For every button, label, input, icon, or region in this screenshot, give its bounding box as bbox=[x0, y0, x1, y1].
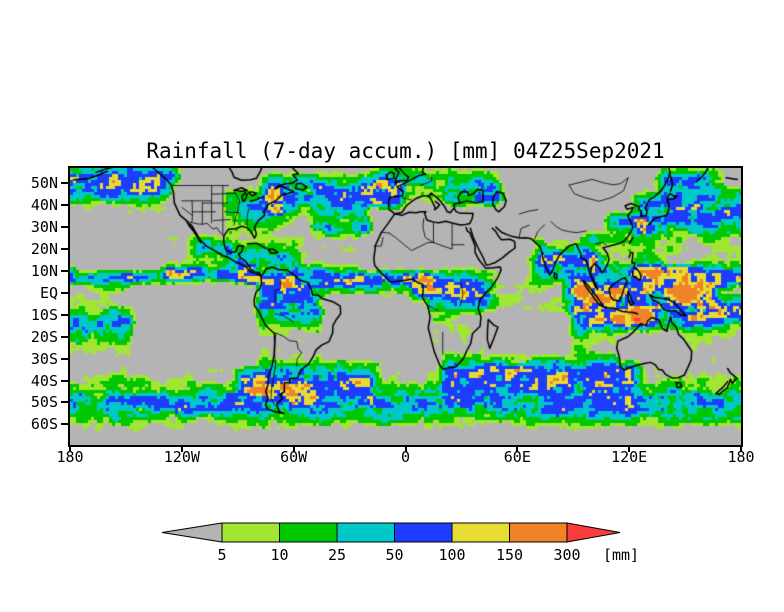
colorbar-tick-label: 5 bbox=[217, 546, 227, 564]
colorbar-tick-label: 10 bbox=[270, 546, 289, 564]
colorbar-segment bbox=[279, 522, 338, 543]
colorbar-segment bbox=[451, 522, 510, 543]
y-tick-label: 60S bbox=[30, 415, 58, 434]
x-axis-tick bbox=[292, 445, 295, 452]
y-axis-tick bbox=[61, 313, 68, 316]
x-axis-tick bbox=[628, 445, 631, 452]
y-tick-label: 40N bbox=[30, 196, 58, 215]
y-axis-tick bbox=[61, 423, 68, 426]
colorbar-below-arrow bbox=[161, 522, 223, 543]
colorbar-segment bbox=[336, 522, 395, 543]
x-tick-label: 60W bbox=[280, 448, 308, 466]
rainfall-map-canvas bbox=[70, 168, 741, 445]
y-tick-label: 50N bbox=[30, 174, 58, 193]
colorbar-tick-label: 300 bbox=[553, 546, 581, 564]
x-tick-label: 120E bbox=[611, 448, 648, 466]
x-axis-tick bbox=[180, 445, 183, 452]
x-axis-tick bbox=[516, 445, 519, 452]
y-axis-tick bbox=[61, 182, 68, 185]
colorbar-segment bbox=[394, 522, 453, 543]
colorbar-tick-label: 150 bbox=[495, 546, 524, 564]
y-tick-label: 20N bbox=[30, 240, 58, 259]
y-axis-tick bbox=[61, 269, 68, 272]
y-axis-tick bbox=[61, 379, 68, 382]
y-tick-label: 20S bbox=[30, 327, 58, 346]
colorbar-tick-label: 50 bbox=[385, 546, 404, 564]
y-axis-tick bbox=[61, 248, 68, 251]
x-tick-label: 180 bbox=[727, 448, 755, 466]
y-tick-label: 10S bbox=[30, 305, 58, 324]
x-axis-tick bbox=[740, 445, 742, 452]
y-tick-label: EQ bbox=[39, 283, 58, 302]
y-tick-label: 40S bbox=[30, 371, 58, 390]
x-tick-label: 0 bbox=[400, 448, 411, 466]
colorbar-units-label: [mm] bbox=[602, 546, 640, 564]
colorbar-segment bbox=[221, 522, 280, 543]
map-frame bbox=[68, 166, 743, 447]
colorbar-above-arrow bbox=[566, 522, 621, 543]
y-axis-tick bbox=[61, 357, 68, 360]
colorbar bbox=[161, 522, 621, 543]
y-axis-tick bbox=[61, 204, 68, 207]
y-tick-label: 30N bbox=[30, 218, 58, 237]
y-axis-tick bbox=[61, 291, 68, 294]
y-tick-label: 50S bbox=[30, 393, 58, 412]
y-axis-tick bbox=[61, 226, 68, 229]
colorbar-segment bbox=[509, 522, 568, 543]
y-tick-label: 30S bbox=[30, 349, 58, 368]
y-tick-label: 10N bbox=[30, 261, 58, 280]
x-tick-label: 60E bbox=[503, 448, 531, 466]
x-tick-label: 120W bbox=[163, 448, 200, 466]
colorbar-tick-label: 100 bbox=[438, 546, 466, 564]
y-axis-tick bbox=[61, 401, 68, 404]
x-axis-tick bbox=[404, 445, 407, 452]
chart-title: Rainfall (7-day accum.) [mm] 04Z25Sep202… bbox=[146, 139, 665, 163]
colorbar-tick-label: 25 bbox=[327, 546, 347, 564]
y-axis-tick bbox=[61, 335, 68, 338]
x-tick-label: 180 bbox=[56, 448, 84, 466]
x-axis-tick bbox=[69, 445, 71, 452]
